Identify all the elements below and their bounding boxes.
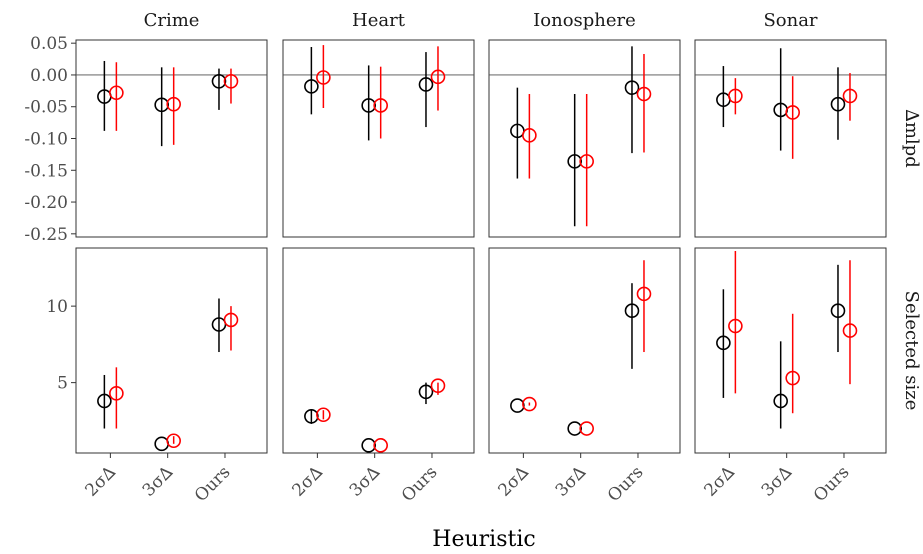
strip-label-crime: Crime [144, 10, 200, 31]
panel-frame-r1-heart [282, 247, 475, 454]
estimate-point [373, 98, 388, 113]
estimate-point [785, 105, 800, 120]
estimate-point [418, 384, 434, 400]
strip-label-ionosphere: Ionosphere [533, 10, 636, 31]
estimate-point [567, 154, 582, 169]
y-tick-label: -0.05 [24, 98, 68, 118]
y-tick-label: -0.25 [24, 225, 68, 245]
estimate-point [728, 88, 743, 104]
x-tick-label: 3σ∆ [758, 462, 796, 500]
estimate-point [109, 386, 124, 401]
strip-label-heart: Heart [352, 10, 406, 31]
estimate-point [223, 74, 239, 89]
y-tick-label: 0.00 [30, 66, 68, 86]
x-tick-label: 2σ∆ [289, 462, 327, 500]
estimate-point [211, 74, 227, 89]
panel-frame-r0-crime [75, 39, 268, 238]
estimate-point [624, 303, 640, 319]
x-tick-label: 2σ∆ [82, 462, 120, 500]
estimate-point [830, 96, 846, 112]
estimate-point [773, 393, 788, 409]
row-label-1: Selected size [901, 291, 922, 411]
estimate-point [716, 335, 731, 351]
estimate-point [567, 421, 582, 436]
panel-frame-r1-sonar [694, 247, 887, 454]
x-tick-label: 3σ∆ [552, 462, 590, 500]
estimate-point [166, 96, 181, 112]
x-tick-label: 3σ∆ [139, 462, 177, 500]
estimate-point [373, 438, 388, 453]
estimate-point [316, 407, 331, 423]
estimate-point [304, 79, 319, 94]
estimate-point [223, 312, 239, 328]
estimate-point [304, 408, 319, 424]
estimate-point [97, 393, 112, 409]
estimate-point [166, 433, 181, 449]
row-label-0: ∆mlpd [901, 109, 922, 167]
x-tick-label: 3σ∆ [346, 462, 384, 500]
y-tick-label: -0.10 [24, 130, 68, 150]
estimate-point [842, 323, 858, 338]
estimate-point [510, 398, 525, 413]
y-tick-label: 10 [46, 297, 68, 317]
x-tick-label: 2σ∆ [495, 462, 533, 500]
x-tick-label: Ours [191, 462, 235, 506]
y-tick-label: -0.15 [24, 161, 68, 181]
estimate-point [785, 370, 800, 386]
estimate-point [830, 303, 846, 319]
panel-frame-r0-sonar [694, 39, 887, 238]
estimate-point [579, 421, 594, 436]
estimate-point [636, 286, 652, 302]
x-tick-label: Ours [604, 462, 648, 506]
panel-frame-r1-ionosphere [488, 247, 681, 454]
x-tick-label: 2σ∆ [701, 462, 739, 500]
estimate-point [361, 438, 376, 453]
estimate-point [361, 98, 376, 113]
estimate-point [522, 396, 537, 412]
estimate-point [842, 88, 858, 104]
estimate-point [430, 69, 446, 85]
estimate-point [154, 97, 169, 113]
estimate-point [624, 80, 640, 95]
x-tick-label: Ours [810, 462, 854, 506]
estimate-point [579, 154, 594, 169]
estimate-point [430, 378, 446, 393]
estimate-point [728, 318, 743, 334]
estimate-point [418, 77, 434, 92]
strip-label-sonar: Sonar [763, 10, 817, 31]
y-tick-label: -0.20 [24, 193, 68, 213]
estimate-point [522, 128, 537, 143]
x-axis-title: Heuristic [432, 527, 535, 552]
panel-frame-r0-ionosphere [488, 39, 681, 238]
x-tick-label: Ours [398, 462, 442, 506]
y-tick-label: 5 [57, 374, 68, 394]
y-tick-label: 0.05 [30, 34, 68, 54]
estimate-point [316, 70, 331, 85]
panel-frame-r1-crime [75, 247, 268, 454]
estimate-point [109, 85, 124, 101]
estimate-point [636, 86, 652, 102]
